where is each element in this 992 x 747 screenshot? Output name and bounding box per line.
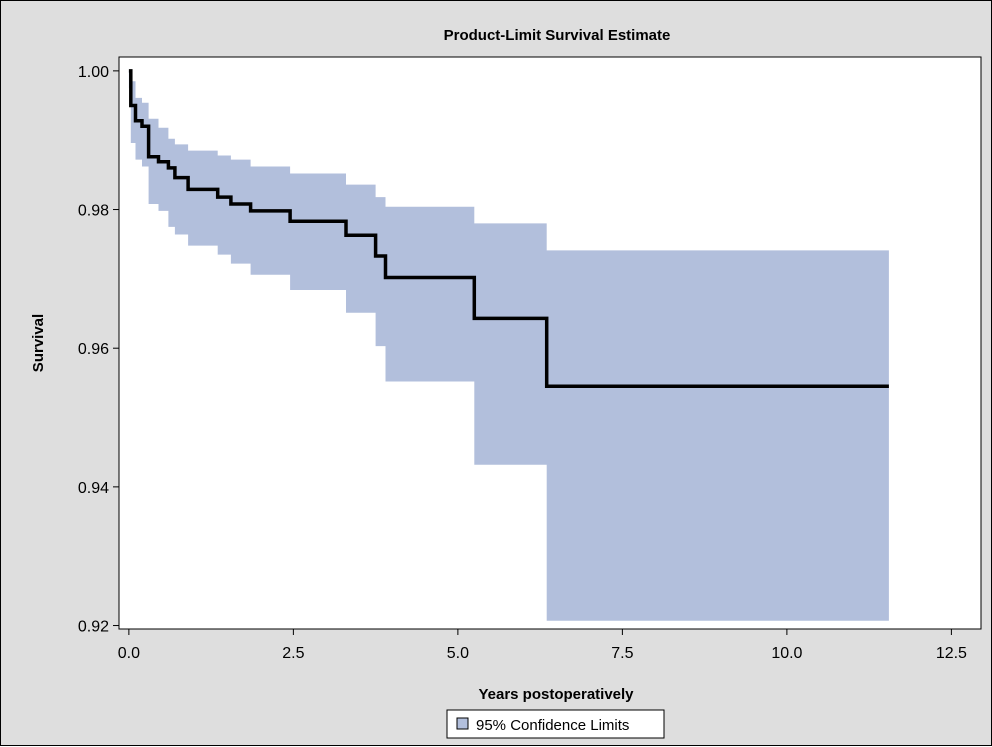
- x-tick-label: 10.0: [771, 645, 802, 662]
- chart-title: Product-Limit Survival Estimate: [444, 27, 671, 44]
- plot-area-group: 0.0 2.5 5.0 7.5 10.0 12.5 0.92 0.94 0.96 0.98 1.00: [78, 56, 982, 662]
- y-tick-label: 0.94: [78, 480, 109, 497]
- survival-step-line: [128, 69, 889, 389]
- x-tick-label: 2.5: [282, 645, 304, 662]
- x-tick-label: 0.0: [118, 645, 140, 662]
- x-tick-label: 12.5: [936, 645, 967, 662]
- y-tick-label: 0.92: [78, 619, 109, 636]
- legend: 95% Confidence Limits: [446, 709, 665, 739]
- legend-box: [446, 709, 665, 739]
- plot-frame: [118, 56, 982, 630]
- y-tick-label: 0.98: [78, 203, 109, 220]
- legend-label: 95% Confidence Limits: [476, 717, 629, 734]
- x-tick-label: 7.5: [611, 645, 633, 662]
- x-axis-label: Years postoperatively: [478, 686, 634, 703]
- y-tick-label: 1.00: [78, 64, 109, 81]
- y-axis-label: Survival: [30, 314, 47, 372]
- legend-swatch: [456, 717, 469, 730]
- y-tick-label: 0.96: [78, 341, 109, 358]
- x-tick-label: 5.0: [447, 645, 469, 662]
- confidence-band: [128, 70, 889, 621]
